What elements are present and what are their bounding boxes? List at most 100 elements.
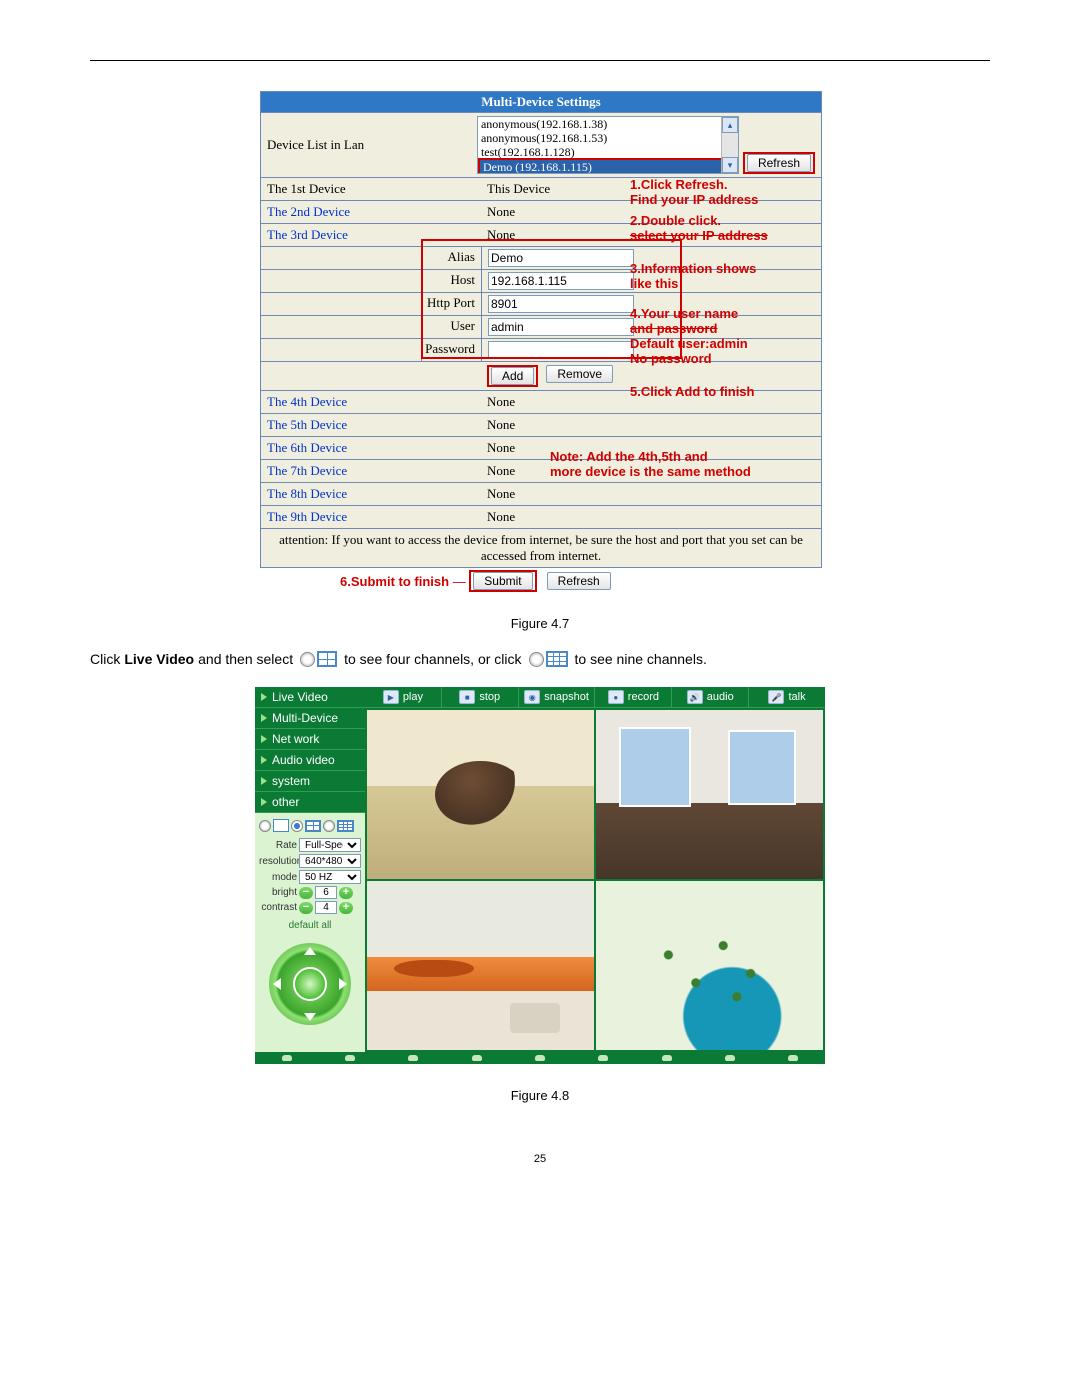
sidebar-item-network[interactable]: Net work: [255, 729, 365, 750]
audio-button[interactable]: 🔊 audio: [672, 687, 749, 707]
sidebar-item-live-video[interactable]: Live Video: [255, 687, 365, 708]
default-all-button[interactable]: default all: [259, 916, 361, 935]
note-6: 6.Submit to finish —: [340, 574, 466, 589]
sidebar-item-system[interactable]: system: [255, 771, 365, 792]
scroll-up-icon[interactable]: ▴: [722, 117, 738, 133]
snapshot-button[interactable]: ◉snapshot: [519, 687, 596, 707]
record-button[interactable]: ●record: [595, 687, 672, 707]
device-row-label[interactable]: The 7th Device: [261, 460, 481, 482]
device-row-label[interactable]: The 6th Device: [261, 437, 481, 459]
note-1a: 1.Click Refresh.: [630, 177, 728, 192]
camera-feed-4[interactable]: [596, 881, 823, 1050]
ptz-center-button[interactable]: [293, 967, 327, 1001]
contrast-input[interactable]: [315, 901, 337, 914]
user-input[interactable]: [488, 318, 634, 336]
submit-button[interactable]: Submit: [473, 572, 532, 590]
scrollbar[interactable]: ▴ ▾: [721, 117, 738, 173]
device-row-value: None: [481, 483, 821, 505]
device-list-item[interactable]: anonymous(192.168.1.53): [478, 131, 738, 145]
device-list-item[interactable]: anonymous(192.168.1.38): [478, 117, 738, 131]
tool-label: play: [403, 691, 423, 703]
sidebar-item-label: system: [272, 774, 310, 788]
port-input[interactable]: [488, 295, 634, 313]
note-2a: 2.Double click.: [630, 213, 721, 228]
camera-icon: ◉: [524, 690, 540, 704]
view-4ch-icon[interactable]: [305, 820, 321, 832]
device-row-label: The 1st Device: [261, 178, 481, 200]
bottom-strip: [255, 1052, 825, 1064]
remove-button[interactable]: Remove: [546, 365, 613, 383]
device-row-label[interactable]: The 8th Device: [261, 483, 481, 505]
sidebar-item-multi-device[interactable]: Multi-Device: [255, 708, 365, 729]
refresh-highlight: Refresh: [743, 152, 815, 174]
mic-icon: 🎤: [768, 690, 784, 704]
ptz-wheel[interactable]: [269, 943, 351, 1025]
tool-label: audio: [707, 691, 734, 703]
camera-feed-3[interactable]: [367, 881, 594, 1050]
bright-input[interactable]: [315, 886, 337, 899]
password-input[interactable]: [488, 341, 634, 359]
side-controls: Rate Full-Speed resolution 640*480 mode …: [255, 813, 365, 1052]
figure-caption-2: Figure 4.8: [90, 1088, 990, 1103]
bright-minus-button[interactable]: −: [299, 887, 313, 899]
bright-plus-button[interactable]: +: [339, 887, 353, 899]
rate-label: Rate: [259, 840, 297, 851]
note-3a: 3.Information shows: [630, 261, 756, 276]
instr-post: to see nine channels.: [575, 651, 707, 667]
camera-feed-2[interactable]: [596, 710, 823, 879]
attention-text: attention: If you want to access the dev…: [261, 529, 821, 567]
chevron-right-icon: [261, 735, 267, 743]
sidebar-item-audio-video[interactable]: Audio video: [255, 750, 365, 771]
alias-input[interactable]: [488, 249, 634, 267]
ptz-right-icon[interactable]: [339, 978, 347, 990]
port-label: Http Port: [421, 293, 481, 315]
device-list-item[interactable]: test(192.168.1.128): [478, 145, 738, 159]
device-row-label[interactable]: The 4th Device: [261, 391, 481, 413]
note-5: 5.Click Add to finish: [630, 384, 754, 399]
device-list-item-selected[interactable]: Demo (192.168.1.115): [478, 158, 738, 174]
device-row-value: None: [481, 506, 821, 528]
multi-device-settings-panel: 1.Click Refresh. Find your IP address 2.…: [260, 91, 820, 592]
sidebar-item-other[interactable]: other: [255, 792, 365, 813]
view-4ch-radio[interactable]: [291, 820, 303, 832]
talk-button[interactable]: 🎤talk: [749, 687, 825, 707]
ptz-left-icon[interactable]: [273, 978, 281, 990]
contrast-plus-button[interactable]: +: [339, 902, 353, 914]
host-input[interactable]: [488, 272, 634, 290]
note-4b: and password: [630, 321, 717, 336]
note-extra: Note: Add the 4th,5th and more device is…: [550, 449, 751, 479]
main-area: ▶play ■stop ◉snapshot ●record 🔊 audio 🎤ta…: [365, 687, 825, 1052]
ptz-down-icon[interactable]: [304, 1013, 316, 1021]
note-2: 2.Double click. select your IP address: [630, 213, 768, 243]
view-1ch-icon[interactable]: [273, 819, 289, 832]
note-extra-b: more device is the same method: [550, 464, 751, 479]
view-9ch-icon[interactable]: [337, 820, 354, 832]
sidebar-item-label: Net work: [272, 732, 319, 746]
view-1ch-radio[interactable]: [259, 820, 271, 832]
sidebar-item-label: Multi-Device: [272, 711, 338, 725]
device-row-label[interactable]: The 3rd Device: [261, 224, 481, 246]
view-9ch-radio[interactable]: [323, 820, 335, 832]
stop-button[interactable]: ■stop: [442, 687, 519, 707]
camera-feed-1[interactable]: [367, 710, 594, 879]
device-row-label[interactable]: The 2nd Device: [261, 201, 481, 223]
contrast-minus-button[interactable]: −: [299, 902, 313, 914]
record-icon: ●: [608, 690, 624, 704]
password-label: Password: [421, 339, 481, 361]
play-button[interactable]: ▶play: [365, 687, 442, 707]
rate-select[interactable]: Full-Speed: [299, 838, 361, 852]
device-row-label[interactable]: The 9th Device: [261, 506, 481, 528]
refresh-button[interactable]: Refresh: [747, 154, 811, 172]
mode-select[interactable]: 50 HZ: [299, 870, 361, 884]
ptz-up-icon[interactable]: [304, 947, 316, 955]
note-3: 3.Information shows like this: [630, 261, 756, 291]
note-1b: Find your IP address: [630, 192, 758, 207]
scroll-down-icon[interactable]: ▾: [722, 157, 738, 173]
device-list[interactable]: anonymous(192.168.1.38) anonymous(192.16…: [477, 116, 739, 174]
refresh-button-2[interactable]: Refresh: [547, 572, 611, 590]
add-button[interactable]: Add: [491, 367, 534, 385]
resolution-select[interactable]: 640*480: [299, 854, 361, 868]
sidebar-item-label: Live Video: [272, 690, 328, 704]
speaker-icon: 🔊: [687, 690, 703, 704]
device-row-label[interactable]: The 5th Device: [261, 414, 481, 436]
